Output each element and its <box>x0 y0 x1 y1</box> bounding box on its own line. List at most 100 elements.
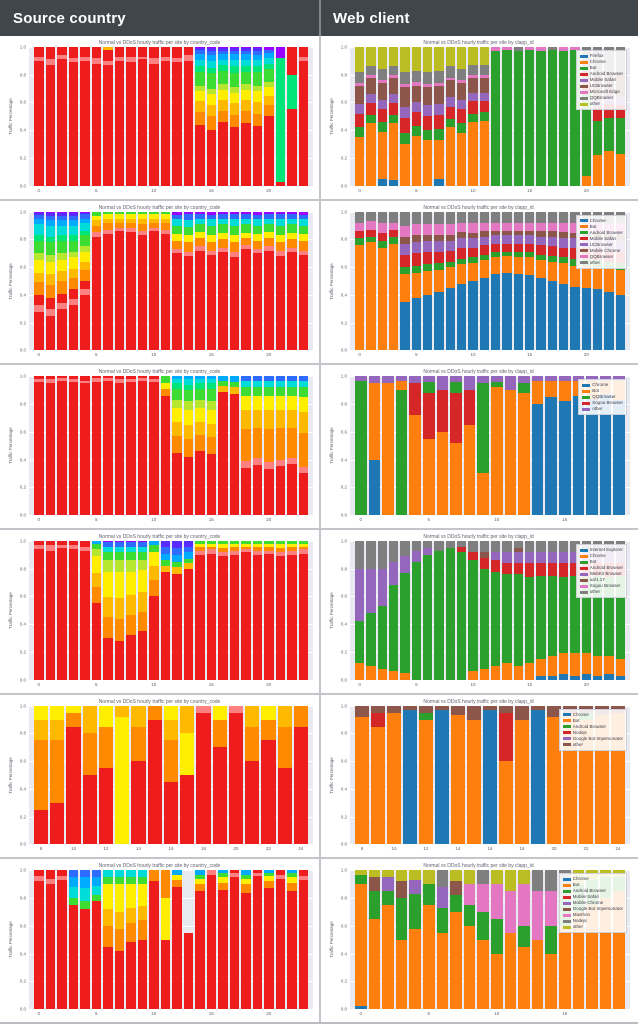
y-tick-label: 0.6 <box>19 593 26 599</box>
bar-segment <box>355 222 365 232</box>
bar-segment <box>355 568 365 622</box>
bar <box>66 705 81 845</box>
bar-segment <box>463 390 476 425</box>
bar-segment <box>195 554 205 680</box>
bar <box>218 541 228 680</box>
bar-segment <box>241 84 251 91</box>
bar-segment <box>419 712 433 720</box>
bar-segment <box>103 218 113 223</box>
y-tick-label: 0.0 <box>340 1006 347 1012</box>
bar-segment <box>172 388 182 400</box>
bar-segment <box>126 381 136 516</box>
bar-segment <box>252 66 262 72</box>
bar-segment <box>479 231 489 237</box>
bar-segment <box>434 85 444 104</box>
x-tick-label: 10 <box>151 517 157 523</box>
bar-segment <box>68 211 78 214</box>
bar-segment <box>479 211 489 223</box>
bar-segment <box>206 88 216 95</box>
bar <box>163 705 179 845</box>
bar-segment <box>275 395 285 410</box>
bar-segment <box>229 242 239 252</box>
bar-segment <box>114 47 124 57</box>
bar-segment <box>45 315 55 351</box>
y-tick-label: 1.0 <box>340 703 347 709</box>
bar-segment <box>114 560 124 572</box>
bar-segment <box>34 740 49 810</box>
bar-segment <box>264 870 274 874</box>
bar-segment <box>57 281 67 294</box>
legend-label: Mobile Chrome <box>589 247 621 253</box>
chart-source-country-2: Normal vs DDoS hourly traffic per site b… <box>6 204 313 360</box>
bar-segment <box>536 236 546 245</box>
bar-segment <box>172 211 182 215</box>
bar-segment <box>434 128 444 140</box>
bar <box>411 541 421 680</box>
bar-segment <box>287 232 297 240</box>
y-tick-label: 0.4 <box>19 127 26 133</box>
bar-segment <box>91 572 101 587</box>
bar-segment <box>241 53 251 60</box>
bar-segment <box>218 47 228 49</box>
bar-segment <box>45 225 55 237</box>
bar-segment <box>183 214 193 221</box>
gridline <box>29 47 313 48</box>
bar-segment <box>382 376 394 384</box>
legend: Chrome Bot QQBrowser Sogou Browser other <box>578 379 627 416</box>
bar-segment <box>422 251 433 265</box>
bar-segment <box>160 218 170 223</box>
x-tick-label: 20 <box>233 846 239 852</box>
legend-label: ua/1.17 <box>589 577 605 583</box>
bar-segment <box>252 102 262 114</box>
bar <box>513 47 523 186</box>
bar-segment <box>287 387 297 396</box>
bar-segment <box>547 246 557 257</box>
bar-segment <box>411 235 421 243</box>
bar-segment <box>229 211 239 215</box>
bar-segment <box>264 63 274 70</box>
y-axis-label: Traffic Percentage <box>327 376 336 515</box>
bar-segment <box>502 563 512 575</box>
bar-segment <box>68 887 78 899</box>
bar-segment <box>536 254 546 261</box>
gridline <box>350 431 630 433</box>
bar-segment <box>536 675 546 680</box>
legend-swatch <box>579 590 588 594</box>
bar-segment <box>34 218 44 225</box>
bar-segment <box>228 705 244 713</box>
bar-segment <box>615 575 625 659</box>
legend-swatch <box>579 243 588 247</box>
bar <box>241 870 251 1010</box>
legend-label: other <box>589 589 600 595</box>
bar-segment <box>377 606 387 669</box>
bar <box>114 211 124 351</box>
bar-segment <box>490 918 503 954</box>
bar <box>536 211 546 351</box>
bar-segment <box>114 618 124 641</box>
bar-segment <box>558 541 569 553</box>
bar-segment <box>103 380 113 516</box>
y-axis-label-text: Traffic Percentage <box>329 98 334 135</box>
bar-segment <box>212 747 227 845</box>
bar-segment <box>275 235 285 243</box>
bar <box>419 705 433 845</box>
bar-segment <box>411 253 421 266</box>
bar-segment <box>183 424 193 439</box>
y-tick-label: 0.8 <box>340 236 347 242</box>
bar-segment <box>518 925 530 947</box>
chart-body: Traffic Percentage 1.0 0.8 0.6 0.4 0.2 0.0 0 5 10… <box>6 539 313 689</box>
bar-segment <box>558 401 571 516</box>
legend-item: other <box>562 742 623 748</box>
chart-cell: Normal vs DDoS hourly traffic per site b… <box>0 36 319 199</box>
bar-segment <box>149 228 159 232</box>
bar-segment <box>513 541 523 548</box>
bar-segment <box>183 932 193 1010</box>
bar-segment <box>45 308 55 316</box>
bar-segment <box>275 376 285 381</box>
bar-segment <box>355 541 365 569</box>
y-axis-label-text: Traffic Percentage <box>329 262 334 300</box>
bar-segment <box>445 261 455 268</box>
bar-segment <box>456 552 467 680</box>
bar-segment <box>180 733 195 776</box>
